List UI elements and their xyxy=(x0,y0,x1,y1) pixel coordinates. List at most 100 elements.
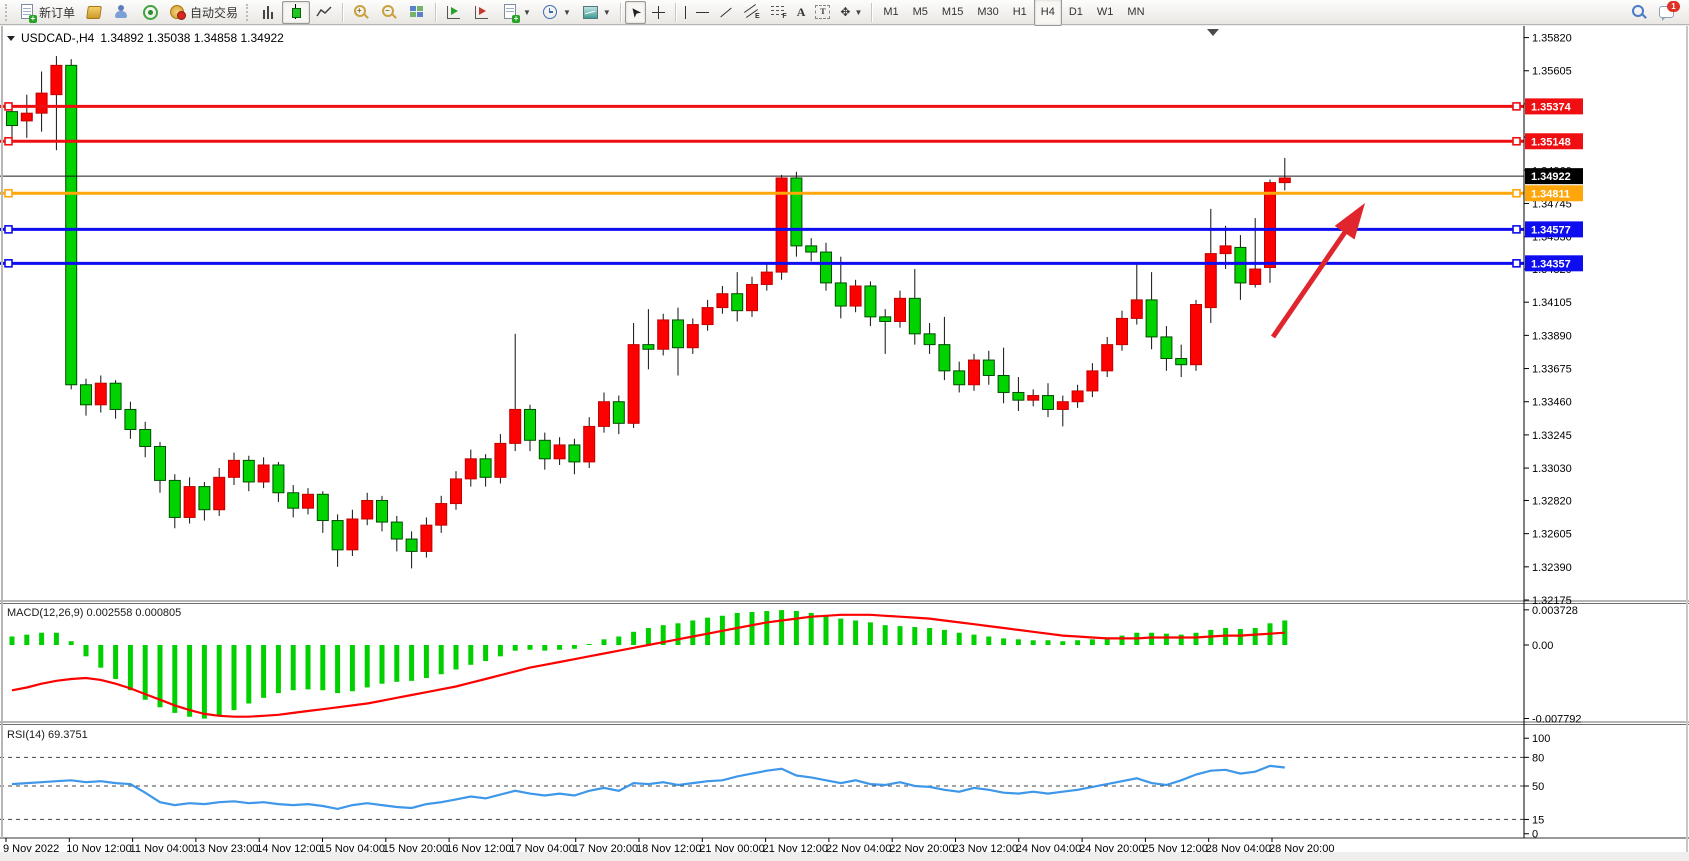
chart-shift-icon xyxy=(473,3,491,21)
macd-pane xyxy=(9,610,1288,719)
candlestick-chart-type-button[interactable] xyxy=(282,0,311,24)
search-button[interactable] xyxy=(1625,1,1653,24)
candle-body xyxy=(405,538,418,552)
arrows-tool-button[interactable]: ✥ ▼ xyxy=(840,5,863,19)
macd-signal-line xyxy=(11,613,1285,718)
price-badge xyxy=(1525,255,1583,272)
new-order-button[interactable]: + 新订单 xyxy=(13,1,80,24)
timeframe-m1[interactable]: M1 xyxy=(883,6,899,18)
symbol-timeframe-label: USDCAD-,H4 xyxy=(21,31,95,45)
candle-body xyxy=(139,428,152,447)
chart-shift-marker[interactable] xyxy=(1207,29,1219,36)
candle-body xyxy=(672,319,684,349)
time-tick-label: 15 Nov 04:00 xyxy=(320,843,385,855)
timeframe-m5[interactable]: M5 xyxy=(912,6,928,18)
new-order-icon: + xyxy=(18,3,37,23)
chat-button[interactable]: 1 xyxy=(1653,1,1681,24)
zoom-in-button[interactable]: + xyxy=(347,1,375,24)
candle-body xyxy=(509,408,522,444)
timeframe-m30[interactable]: M30 xyxy=(977,6,999,18)
candle-body xyxy=(1101,344,1114,372)
tile-windows-button[interactable] xyxy=(403,1,431,24)
arrows-tool-icon: ✥ xyxy=(840,5,851,19)
price-badge-label: 1.34922 xyxy=(1531,171,1571,183)
timeframe-mn[interactable]: MN xyxy=(1127,6,1145,18)
chart-shift-button[interactable] xyxy=(468,1,496,24)
candle-body xyxy=(760,271,773,285)
price-badge xyxy=(1525,133,1583,150)
auto-scroll-button[interactable] xyxy=(440,1,468,24)
candle-body xyxy=(183,486,196,518)
community-button[interactable] xyxy=(108,1,136,24)
symbol-dropdown-icon[interactable] xyxy=(7,35,15,41)
text-label-button[interactable]: T xyxy=(810,1,835,24)
chart-window[interactable]: 1.358201.356051.353901.351751.349601.347… xyxy=(0,26,1689,861)
timeframe-d1[interactable]: D1 xyxy=(1068,6,1083,18)
horizontal-lines-layer[interactable] xyxy=(0,102,1524,268)
arrow-annotation[interactable] xyxy=(1270,203,1365,339)
candle-body xyxy=(731,293,744,312)
price-badge xyxy=(1525,98,1583,115)
price-tick-label: 1.33245 xyxy=(1532,430,1572,442)
line-handle[interactable] xyxy=(1512,102,1521,111)
timeframe-w1[interactable]: W1 xyxy=(1096,6,1114,18)
search-icon xyxy=(1630,3,1648,21)
vertical-line-icon xyxy=(684,5,686,19)
time-tick-label: 21 Nov 00:00 xyxy=(699,843,764,855)
crosshair-button[interactable] xyxy=(646,1,671,24)
zoom-out-button[interactable]: − xyxy=(375,1,403,24)
new-chart-button[interactable]: + ▼ xyxy=(496,1,536,24)
chart-canvas[interactable]: 1.358201.356051.353901.351751.349601.347… xyxy=(0,26,1689,861)
line-handle[interactable] xyxy=(4,136,13,146)
horizontal-line-button[interactable] xyxy=(691,1,714,24)
trendline-button[interactable] xyxy=(714,1,738,24)
line-handle[interactable] xyxy=(1512,136,1521,146)
line-handle[interactable] xyxy=(1512,259,1521,268)
vertical-line-button[interactable] xyxy=(680,1,691,24)
macd-label: MACD(12,26,9) 0.002558 0.000805 xyxy=(7,607,182,619)
line-handle[interactable] xyxy=(4,102,13,111)
timeframe-h1[interactable]: H1 xyxy=(1012,6,1027,18)
macd-axis-label: -0.007792 xyxy=(1532,714,1582,726)
timeframe-h4[interactable]: H4 xyxy=(1033,0,1062,26)
yellow-note-icon xyxy=(85,3,103,21)
candle-body xyxy=(746,283,758,312)
candle-body xyxy=(997,374,1010,393)
candle-body xyxy=(1264,182,1276,268)
time-tick-label: 16 Nov 12:00 xyxy=(446,843,511,855)
bar-chart-type-icon xyxy=(259,3,277,21)
bar-chart-type-button[interactable] xyxy=(254,1,282,24)
text-button[interactable]: A xyxy=(792,1,811,24)
cursor-button[interactable]: ➤ xyxy=(624,0,646,24)
rsi-label: RSI(14) 69.3751 xyxy=(7,729,88,741)
equidistant-channel-button[interactable]: E xyxy=(738,1,765,24)
chart-profile-button[interactable]: ▼ xyxy=(576,1,616,24)
line-chart-type-button[interactable] xyxy=(310,1,338,24)
line-handle[interactable] xyxy=(4,225,13,234)
timeframe-m15[interactable]: M15 xyxy=(941,6,964,18)
candle-body xyxy=(287,492,300,509)
toolbar: + 新订单 自动交易 + − + ▼ ▼ ▼ ➤ xyxy=(0,0,1689,26)
line-handle[interactable] xyxy=(4,188,13,198)
candle-body xyxy=(1145,299,1158,338)
signals-button[interactable] xyxy=(136,1,164,24)
period-clock-button[interactable]: ▼ xyxy=(536,1,576,24)
toolbar-separator xyxy=(619,2,621,22)
line-handle[interactable] xyxy=(1512,188,1521,198)
candle-body xyxy=(1086,370,1099,392)
time-tick-label: 23 Nov 12:00 xyxy=(953,843,1018,855)
fibonacci-button[interactable]: F xyxy=(765,1,792,24)
market-depth-button[interactable] xyxy=(80,1,108,24)
time-tick-label: 13 Nov 23:00 xyxy=(193,843,258,855)
price-tick-label: 1.35605 xyxy=(1532,66,1572,78)
candle-body xyxy=(272,464,285,494)
candle-body xyxy=(701,307,714,326)
line-handle[interactable] xyxy=(4,259,13,268)
time-tick-label: 25 Nov 12:00 xyxy=(1142,843,1207,855)
candle-body xyxy=(1071,390,1084,403)
time-tick-label: 22 Nov 04:00 xyxy=(826,843,891,855)
candle-body xyxy=(982,359,995,376)
line-handle[interactable] xyxy=(1512,225,1521,234)
auto-trading-button[interactable]: 自动交易 xyxy=(164,1,243,24)
